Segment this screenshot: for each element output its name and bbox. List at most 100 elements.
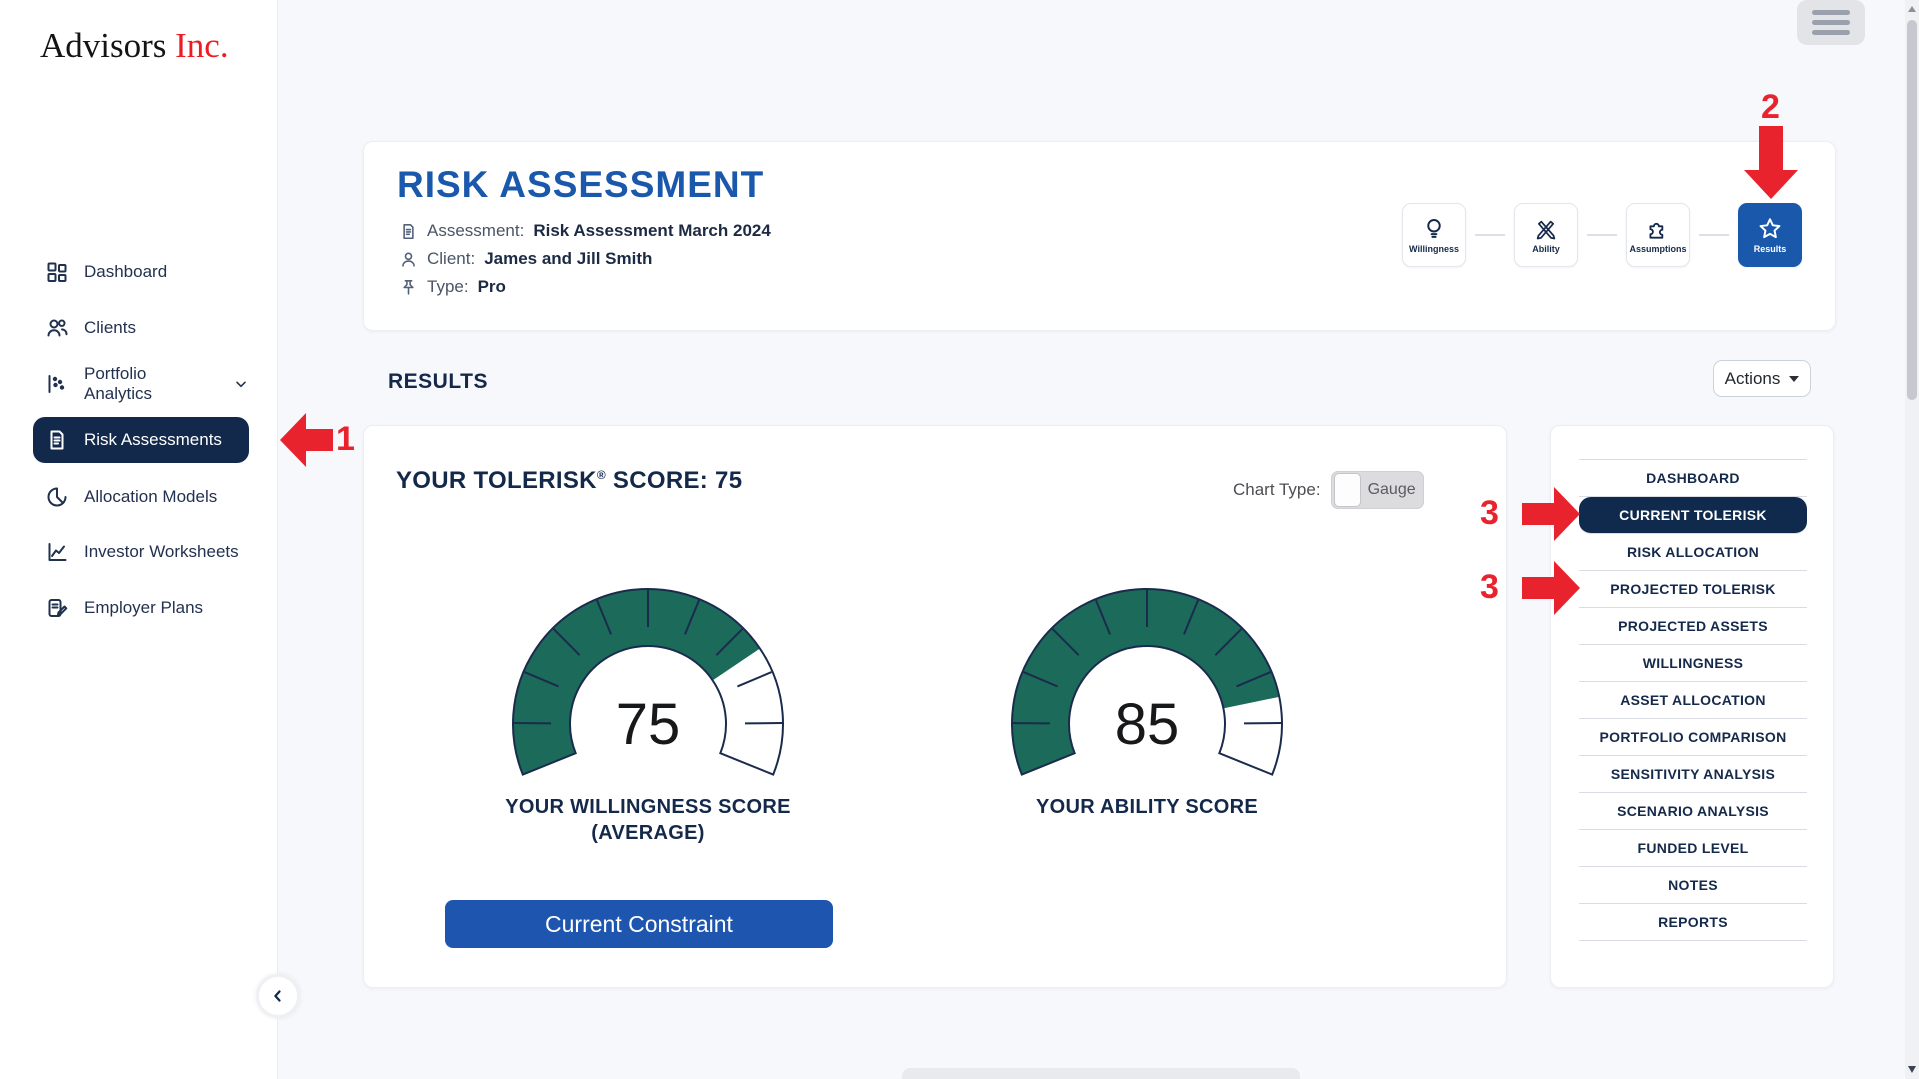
caret-down-icon [1789,375,1800,382]
sidebar-item-risk-assessments[interactable]: Risk Assessments [33,417,249,463]
results-menu: DASHBOARD CURRENT TOLERISK RISK ALLOCATI… [1579,459,1807,941]
willingness-gauge-chart: 75 [512,588,784,776]
sidebar-item-allocation-models[interactable]: Allocation Models [33,474,249,520]
sidebar-item-clients[interactable]: Clients [33,305,249,351]
menu-item-reports[interactable]: REPORTS [1579,904,1807,941]
annotation-arrow-3b [1522,561,1580,615]
annotation-number-3b: 3 [1480,568,1499,606]
allocation-pie-icon [45,485,69,509]
annotation-arrow-3a [1522,487,1580,541]
sidebar-item-dashboard[interactable]: Dashboard [33,249,249,295]
menu-item-projected-tolerisk[interactable]: PROJECTED TOLERISK [1579,571,1807,608]
sidebar-item-label: Portfolio Analytics [84,364,153,403]
annotation-arrow-1 [280,413,334,467]
step-connector [1699,234,1729,236]
results-card: YOUR TOLERISK® SCORE: 75 Chart Type: Gau… [363,425,1507,988]
step-ability[interactable]: Ability [1514,203,1578,267]
annotation-number-1: 1 [336,420,355,458]
menu-item-projected-assets[interactable]: PROJECTED ASSETS [1579,608,1807,645]
willingness-gauge-label: YOUR WILLINGNESS SCORE (AVERAGE) [505,796,791,844]
assessment-steps: Willingness Ability Assumptions [1402,203,1802,267]
sidebar-item-investor-worksheets[interactable]: Investor Worksheets [33,529,249,575]
svg-text:75: 75 [616,692,681,757]
worksheets-chart-icon [45,540,69,564]
scrollbar-down-arrow[interactable] [1908,1066,1916,1073]
menu-item-portfolio-comparison[interactable]: PORTFOLIO COMPARISON [1579,719,1807,756]
brand-logo: Advisors Inc. [40,26,229,66]
hamburger-menu-button[interactable] [1797,0,1865,45]
step-connector [1475,234,1505,236]
menu-item-sensitivity-analysis[interactable]: SENSITIVITY ANALYSIS [1579,756,1807,793]
puzzle-icon [1645,216,1671,242]
ability-gauge: 85 YOUR ABILITY SCORE [1007,584,1287,820]
next-section-peek [902,1068,1300,1079]
person-icon [399,250,418,269]
crossed-pencils-icon [1533,216,1559,242]
assessment-label: Assessment: [427,221,525,240]
ability-gauge-chart: 85 [1011,588,1283,776]
pin-icon [399,278,418,297]
actions-label: Actions [1724,368,1781,388]
assessment-header-card: RISK ASSESSMENT Assessment: Risk Assessm… [363,141,1836,331]
dashboard-grid-icon [45,260,69,284]
type-value: Pro [477,277,506,296]
step-assumptions[interactable]: Assumptions [1626,203,1690,267]
results-menu-card: DASHBOARD CURRENT TOLERISK RISK ALLOCATI… [1550,425,1834,988]
step-willingness[interactable]: Willingness [1402,203,1466,267]
sidebar-item-label: Employer Plans [84,598,204,617]
scrollbar-up-arrow[interactable] [1908,6,1916,12]
client-value: James and Jill Smith [484,249,653,268]
brand-suffix: Inc. [175,26,229,65]
menu-item-scenario-analysis[interactable]: SCENARIO ANALYSIS [1579,793,1807,830]
client-label: Client: [427,249,476,268]
actions-button[interactable]: Actions [1713,360,1811,397]
employer-clipboard-icon [45,596,69,620]
step-connector [1587,234,1617,236]
chart-type-label: Chart Type: [1233,480,1321,499]
ability-gauge-label: YOUR ABILITY SCORE [1035,796,1259,818]
portfolio-scatter-icon [45,372,69,396]
willingness-gauge: 75 YOUR WILLINGNESS SCORE (AVERAGE) [505,584,790,846]
document-icon [399,222,418,241]
assessment-field: Assessment: Risk Assessment March 2024 [399,221,771,241]
menu-item-asset-allocation[interactable]: ASSET ALLOCATION [1579,682,1807,719]
risk-document-icon [45,428,69,452]
chart-type-toggle[interactable]: Gauge [1330,471,1424,509]
menu-item-funded-level[interactable]: FUNDED LEVEL [1579,830,1807,867]
left-sidebar: Advisors Inc. Dashboard Clients Portfoli… [0,0,278,1079]
scrollbar-thumb[interactable] [1907,20,1917,400]
sidebar-item-label: Allocation Models [84,487,218,506]
sidebar-item-label: Dashboard [84,262,168,281]
menu-item-willingness[interactable]: WILLINGNESS [1579,645,1807,682]
clients-people-icon [45,316,69,340]
chart-type-value: Gauge [1367,481,1416,498]
assessment-value: Risk Assessment March 2024 [533,221,771,240]
chevron-left-icon [269,987,287,1005]
type-field: Type: Pro [399,277,506,297]
sidebar-item-portfolio-analytics[interactable]: Portfolio Analytics [33,361,249,407]
menu-item-notes[interactable]: NOTES [1579,867,1807,904]
hamburger-icon [1812,10,1850,15]
sidebar-item-employer-plans[interactable]: Employer Plans [33,585,249,631]
sidebar-item-label: Investor Worksheets [84,542,239,561]
annotation-arrow-2 [1744,126,1798,199]
step-label: Results [1753,244,1787,254]
menu-item-current-tolerisk[interactable]: CURRENT TOLERISK [1579,497,1807,534]
menu-item-risk-allocation[interactable]: RISK ALLOCATION [1579,534,1807,571]
star-icon [1757,216,1783,242]
toggle-handle[interactable] [1333,473,1361,507]
step-results[interactable]: Results [1738,203,1802,267]
step-label: Ability [1532,244,1560,254]
type-label: Type: [427,277,469,296]
step-label: Assumptions [1629,244,1687,254]
lightbulb-icon [1421,216,1447,242]
tolerisk-score-title: YOUR TOLERISK® SCORE: 75 [396,467,743,494]
sidebar-collapse-button[interactable] [256,974,300,1018]
chart-type-control: Chart Type: Gauge [1233,471,1424,509]
annotation-number-3a: 3 [1480,494,1499,532]
current-constraint-button[interactable]: Current Constraint [445,900,833,948]
brand-name: Advisors [40,26,167,65]
svg-text:85: 85 [1115,692,1180,757]
menu-item-dashboard[interactable]: DASHBOARD [1579,460,1807,497]
